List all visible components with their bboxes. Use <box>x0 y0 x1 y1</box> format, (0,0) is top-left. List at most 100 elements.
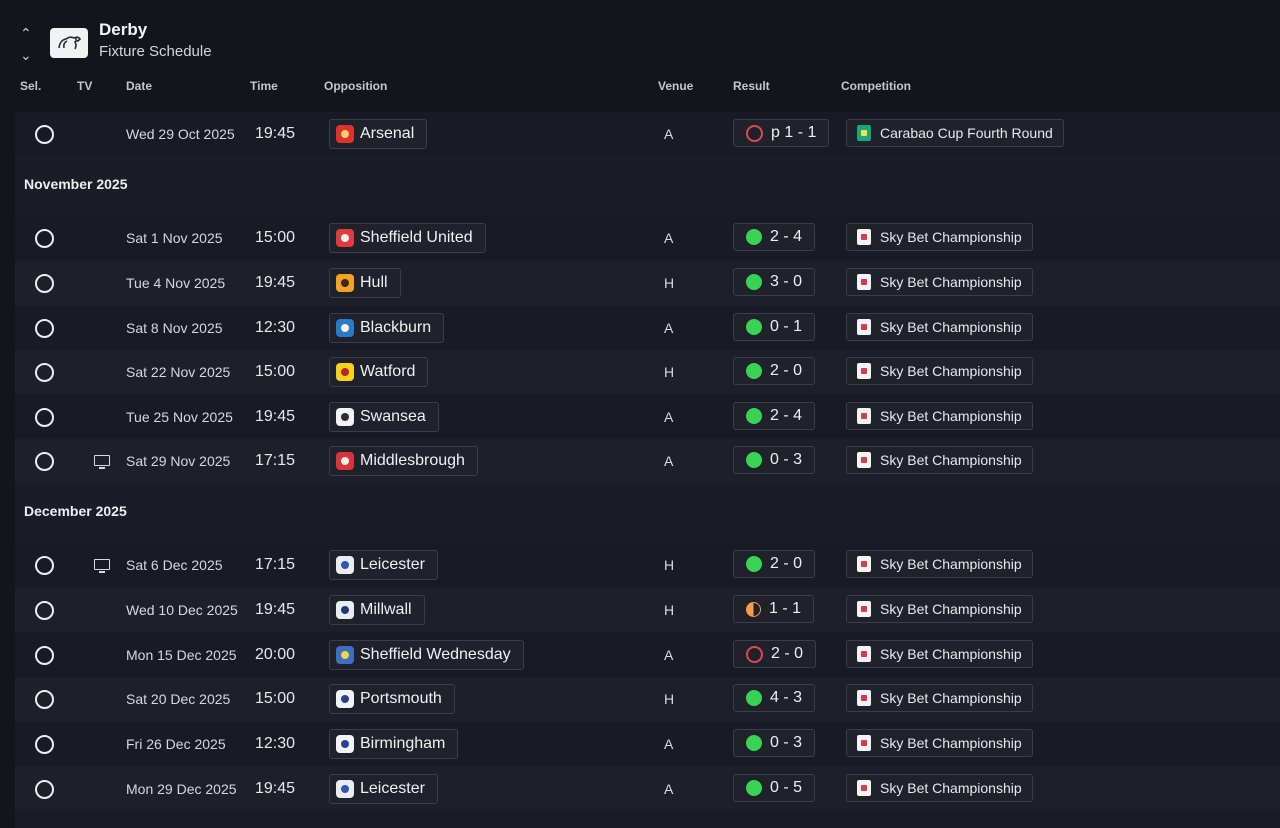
competition-name: Carabao Cup Fourth Round <box>880 125 1053 141</box>
competition-button[interactable]: Sky Bet Championship <box>846 313 1033 341</box>
competition-name: Sky Bet Championship <box>880 556 1022 572</box>
opposition-button[interactable]: Sheffield Wednesday <box>329 640 524 670</box>
table-row[interactable]: Fri 26 Dec 2025 12:30 Birmingham A 0 - 3 Sky … <box>15 722 1280 766</box>
competition-button[interactable]: Sky Bet Championship <box>846 268 1033 296</box>
competition-button[interactable]: Sky Bet Championship <box>846 774 1033 802</box>
result-button[interactable]: 2 - 4 <box>733 223 816 251</box>
table-row[interactable]: Sat 6 Dec 2025 17:15 Leicester H 2 - 0 Sky Be… <box>15 543 1280 587</box>
column-header-time[interactable]: Time <box>250 79 278 93</box>
competition-button[interactable]: Carabao Cup Fourth Round <box>846 119 1064 147</box>
table-row[interactable]: Tue 25 Nov 2025 19:45 Swansea A 2 - 4 Sky Bet… <box>15 395 1280 439</box>
opposition-button[interactable]: Sheffield United <box>329 223 486 253</box>
select-radio[interactable] <box>35 556 54 575</box>
competition-name: Sky Bet Championship <box>880 646 1022 662</box>
competition-button[interactable]: Sky Bet Championship <box>846 402 1033 430</box>
result-button[interactable]: 2 - 0 <box>733 357 816 385</box>
select-radio[interactable] <box>35 690 54 709</box>
select-radio[interactable] <box>35 274 54 293</box>
column-header-tv[interactable]: TV <box>77 79 93 93</box>
select-radio[interactable] <box>35 319 54 338</box>
fixture-time: 12:30 <box>255 319 296 336</box>
draw-indicator-icon <box>746 601 761 617</box>
column-header-competition[interactable]: Competition <box>841 79 911 93</box>
opposition-button[interactable]: Hull <box>329 268 401 298</box>
table-row[interactable]: Mon 29 Dec 2025 19:45 Leicester A 0 - 5 Sky B… <box>15 767 1280 811</box>
competition-button[interactable]: Sky Bet Championship <box>846 223 1033 251</box>
competition-button[interactable]: Sky Bet Championship <box>846 595 1033 623</box>
select-radio[interactable] <box>35 735 54 754</box>
opposition-button[interactable]: Leicester <box>329 774 438 804</box>
competition-button[interactable]: Sky Bet Championship <box>846 357 1033 385</box>
table-row[interactable]: Sat 22 Nov 2025 15:00 Watford H 2 - 0 Sky Bet… <box>15 350 1280 394</box>
opposition-button[interactable]: Watford <box>329 357 429 387</box>
opposition-button[interactable]: Blackburn <box>329 313 445 343</box>
competition-button[interactable]: Sky Bet Championship <box>846 729 1033 757</box>
table-row[interactable]: Wed 10 Dec 2025 19:45 Millwall H 1 - 1 Sky Be… <box>15 588 1280 632</box>
fixture-date: Sat 20 Dec 2025 <box>126 691 231 707</box>
select-radio[interactable] <box>35 646 54 665</box>
millwall-crest-icon <box>336 601 354 619</box>
chevron-down-icon[interactable]: ⌄ <box>20 47 32 63</box>
competition-button[interactable]: Sky Bet Championship <box>846 684 1033 712</box>
fixture-venue: H <box>664 364 675 380</box>
result-button[interactable]: 1 - 1 <box>733 595 815 623</box>
result-button[interactable]: p 1 - 1 <box>733 119 830 147</box>
result-button[interactable]: 2 - 4 <box>733 402 816 430</box>
opposition-button[interactable]: Swansea <box>329 402 439 432</box>
month-header-november: November 2025 <box>15 157 1280 217</box>
select-radio[interactable] <box>35 363 54 382</box>
column-header-date[interactable]: Date <box>126 79 153 93</box>
table-row[interactable]: Sat 1 Nov 2025 15:00 Sheffield United A 2 - … <box>15 216 1280 260</box>
fixture-venue: A <box>664 736 674 752</box>
result-score: 3 - 0 <box>770 273 803 290</box>
competition-button[interactable]: Sky Bet Championship <box>846 640 1033 668</box>
opposition-button[interactable]: Leicester <box>329 550 438 580</box>
fixture-time: 19:45 <box>255 408 296 425</box>
column-header-sel[interactable]: Sel. <box>20 79 42 93</box>
result-button[interactable]: 4 - 3 <box>733 684 816 712</box>
result-button[interactable]: 0 - 3 <box>733 446 816 474</box>
result-button[interactable]: 0 - 5 <box>733 774 816 802</box>
result-button[interactable]: 0 - 3 <box>733 729 816 757</box>
fixture-date: Fri 26 Dec 2025 <box>126 736 226 752</box>
competition-button[interactable]: Sky Bet Championship <box>846 550 1033 578</box>
result-score: 2 - 0 <box>770 555 803 572</box>
column-header-venue[interactable]: Venue <box>658 79 694 93</box>
select-radio[interactable] <box>35 780 54 799</box>
select-radio[interactable] <box>35 408 54 427</box>
result-button[interactable]: 0 - 1 <box>733 313 816 341</box>
fixture-venue: A <box>664 409 674 425</box>
competition-button[interactable]: Sky Bet Championship <box>846 446 1033 474</box>
club-name[interactable]: Derby <box>99 20 148 39</box>
fixture-date: Sat 8 Nov 2025 <box>126 320 223 336</box>
result-button[interactable]: 3 - 0 <box>733 268 816 296</box>
opposition-button[interactable]: Millwall <box>329 595 425 625</box>
win-indicator-icon <box>746 408 762 424</box>
select-radio[interactable] <box>35 229 54 248</box>
select-radio[interactable] <box>35 601 54 620</box>
result-button[interactable]: 2 - 0 <box>733 550 816 578</box>
fixture-date: Tue 4 Nov 2025 <box>126 275 226 291</box>
opposition-name: Watford <box>360 363 416 380</box>
table-row[interactable]: Tue 4 Nov 2025 19:45 Hull H 3 - 0 Sky Bet Cha… <box>15 261 1280 305</box>
opposition-button[interactable]: Middlesbrough <box>329 446 478 476</box>
table-row[interactable]: Sat 29 Nov 2025 17:15 Middlesbrough A 0 - 3 S… <box>15 439 1280 483</box>
opposition-button[interactable]: Portsmouth <box>329 684 455 714</box>
opposition-button[interactable]: Arsenal <box>329 119 428 149</box>
table-row[interactable]: Sat 20 Dec 2025 15:00 Portsmouth H 4 - 3 Sky … <box>15 677 1280 721</box>
table-row[interactable]: Mon 15 Dec 2025 20:00 Sheffield Wednesday A… <box>15 633 1280 677</box>
championship-icon <box>857 735 871 751</box>
opposition-button[interactable]: Birmingham <box>329 729 459 759</box>
column-header-opposition[interactable]: Opposition <box>324 79 388 93</box>
chevron-up-icon[interactable]: ⌃ <box>20 25 32 41</box>
select-radio[interactable] <box>35 125 54 144</box>
column-header-result[interactable]: Result <box>733 79 770 93</box>
championship-icon <box>857 319 871 335</box>
select-radio[interactable] <box>35 452 54 471</box>
result-score: 2 - 4 <box>770 228 803 245</box>
table-row[interactable]: Sat 8 Nov 2025 12:30 Blackburn A 0 - 1 Sky Be… <box>15 306 1280 350</box>
result-button[interactable]: 2 - 0 <box>733 640 817 668</box>
sheffield-united-crest-icon <box>336 229 354 247</box>
result-score: 2 - 0 <box>771 645 804 662</box>
